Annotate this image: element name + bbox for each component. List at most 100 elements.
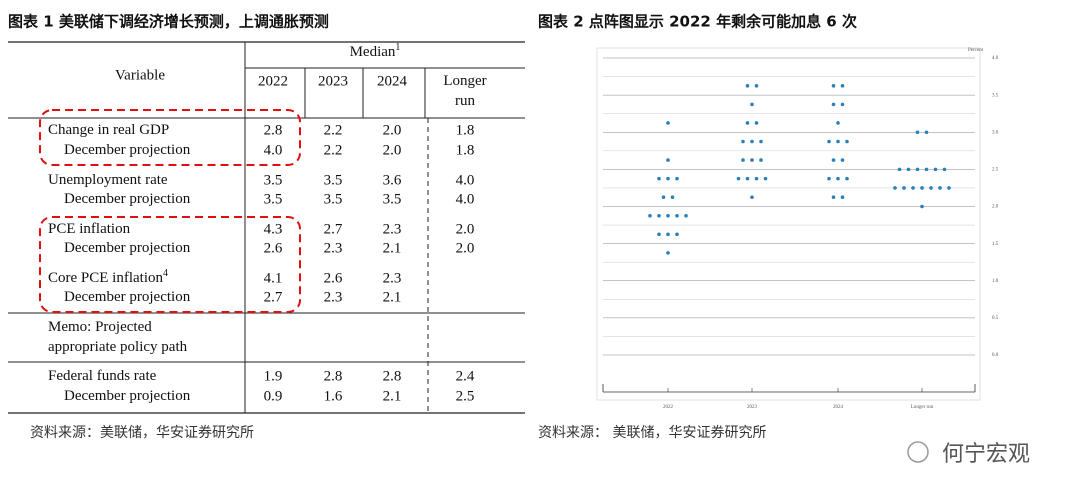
cell: 2.3	[383, 270, 402, 286]
dot	[902, 186, 906, 190]
row-label: Unemployment rate	[48, 172, 168, 188]
row-label: Change in real GDP	[48, 122, 169, 138]
dot	[845, 176, 849, 181]
dot	[657, 213, 661, 218]
dot	[840, 84, 845, 88]
dot	[750, 102, 754, 107]
dot	[915, 167, 920, 172]
dot	[657, 232, 661, 237]
dot	[666, 213, 670, 218]
highlight	[39, 109, 301, 166]
dot	[845, 139, 849, 144]
dot	[827, 139, 831, 144]
header: Variable	[115, 67, 165, 83]
row-label: appropriate policy path	[48, 339, 188, 355]
dot	[750, 158, 754, 162]
row-label: PCE inflation	[48, 221, 131, 237]
dot	[915, 130, 920, 135]
dot	[763, 176, 768, 181]
cell: 2.0	[383, 142, 402, 158]
y-tick-label: 3.0	[992, 130, 999, 135]
cell: 2.6	[324, 270, 343, 286]
cell: 3.5	[264, 172, 283, 188]
header: Median1	[350, 42, 401, 60]
column-header-part: Longer	[443, 73, 486, 89]
dot	[754, 176, 759, 181]
cell: 3.5	[264, 191, 283, 207]
x-tick-label: 2023	[747, 405, 758, 410]
dot	[666, 232, 670, 237]
cell: 2.3	[324, 240, 343, 256]
dot	[897, 167, 902, 172]
note: 1	[395, 42, 400, 53]
dot	[947, 186, 951, 190]
cell: 2.5	[456, 388, 475, 404]
dot	[759, 139, 763, 144]
y-tick-label: 2.5	[992, 168, 999, 173]
cell: 2.0	[456, 221, 475, 237]
cell: 2.8	[264, 122, 283, 138]
source: 资料来源： 美联储，华安证券研究所	[538, 425, 766, 441]
row-label: December projection	[64, 191, 191, 207]
dot	[924, 130, 929, 135]
dot	[827, 176, 831, 181]
cell: 2.3	[383, 221, 402, 237]
dot	[741, 139, 745, 144]
dot	[745, 121, 750, 125]
cell: 2.1	[383, 289, 402, 305]
row-label: December projection	[64, 289, 191, 305]
cell: 4.3	[264, 221, 283, 237]
cell: 4.0	[264, 142, 283, 158]
cell: 2.1	[383, 240, 402, 256]
dot	[831, 84, 836, 88]
dot	[920, 186, 924, 190]
row-label: Memo: Projected	[48, 319, 152, 335]
dot	[675, 232, 679, 237]
y-tick-label: 1.0	[992, 279, 999, 284]
y-tick-label: 1.5	[992, 242, 999, 247]
dot	[933, 167, 938, 172]
column-header: 2023	[318, 73, 348, 89]
cell: 1.9	[264, 368, 283, 384]
row-label: Change in real GDP	[48, 122, 169, 138]
dot	[666, 121, 670, 125]
cell: 2.6	[264, 240, 283, 256]
cell: 2.3	[324, 289, 343, 305]
row-label: Memo: Projected	[48, 319, 152, 335]
dot	[893, 186, 897, 190]
column-header-part: run	[455, 93, 475, 109]
dot	[754, 121, 759, 125]
cell: 1.8	[456, 142, 475, 158]
x-tick-label: 2024	[833, 405, 844, 410]
dot	[929, 186, 933, 190]
watermark-icon	[907, 441, 929, 463]
column-header: Longer run	[443, 73, 486, 109]
dot	[675, 213, 679, 218]
dot	[736, 176, 741, 181]
cell: 2.8	[383, 368, 402, 384]
left-title: 图表 1 美联储下调经济增长预测，上调通胀预测	[8, 13, 329, 31]
cell: 2.7	[324, 221, 343, 237]
watermark: 何宁宏观	[942, 442, 1030, 467]
dot	[924, 167, 929, 172]
row-label: Federal funds rate	[48, 368, 157, 384]
cell: 3.5	[383, 191, 402, 207]
dot	[754, 84, 759, 88]
dot	[759, 158, 763, 162]
cell: 4.0	[456, 191, 475, 207]
cell: 3.6	[383, 172, 402, 188]
dot	[684, 213, 688, 218]
y-tick-label: 4.0	[992, 56, 999, 61]
dot	[906, 167, 911, 172]
cell: 2.1	[383, 388, 402, 404]
row-label: PCE inflation	[48, 221, 131, 237]
cell: 1.8	[456, 122, 475, 138]
dot	[831, 158, 836, 162]
cell: 1.6	[324, 388, 343, 404]
cell: 0.9	[264, 388, 283, 404]
dot	[836, 176, 840, 181]
cell: 2.0	[456, 240, 475, 256]
chart-title: 图表 2 点阵图显示 2022 年剩余可能加息 6 次	[538, 13, 857, 31]
cell: 3.5	[324, 191, 343, 207]
